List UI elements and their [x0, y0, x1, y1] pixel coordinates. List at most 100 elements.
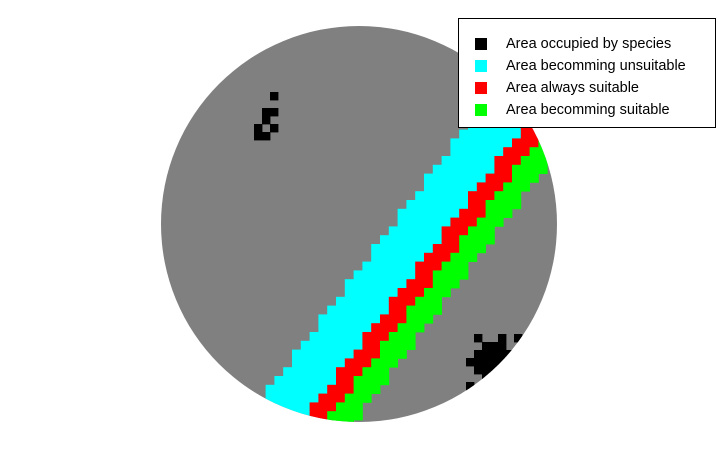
band-upper-green-cell — [468, 235, 478, 245]
occupied-cell — [474, 350, 483, 359]
occupied-cell — [490, 366, 499, 375]
band-upper-cyan-cell — [432, 226, 442, 236]
band-upper-green-cell — [520, 156, 530, 166]
occupied-cell — [466, 358, 475, 367]
band-upper-red-cell — [318, 411, 328, 421]
band-upper-red-cell — [406, 288, 416, 298]
band-upper-cyan-cell — [300, 358, 310, 368]
band-upper-cyan-cell — [318, 332, 328, 342]
band-upper-green-cell — [476, 217, 486, 227]
band-upper-cyan-cell — [450, 191, 460, 201]
band-upper-cyan-cell — [424, 173, 434, 183]
band-upper-green-cell — [344, 420, 354, 422]
band-upper-cyan-cell — [450, 147, 460, 157]
band-upper-cyan-cell — [459, 173, 469, 183]
band-upper-green-cell — [371, 376, 381, 386]
band-upper-cyan-cell — [485, 147, 495, 157]
band-upper-cyan-cell — [424, 226, 434, 236]
band-upper-red-cell — [388, 305, 398, 315]
band-upper-cyan-cell — [309, 349, 319, 359]
band-upper-cyan-cell — [380, 279, 390, 289]
band-upper-cyan-cell — [344, 323, 354, 333]
band-upper-cyan-cell — [344, 288, 354, 298]
band-upper-green-cell — [476, 244, 486, 254]
band-upper-cyan-cell — [388, 235, 398, 245]
band-upper-red-cell — [520, 138, 530, 148]
band-upper-cyan-cell — [318, 358, 328, 368]
band-upper-green-cell — [441, 270, 451, 280]
occupied-cell — [262, 116, 271, 125]
band-upper-green-cell — [494, 217, 504, 227]
band-upper-green-cell — [529, 173, 539, 183]
band-upper-cyan-cell — [336, 332, 346, 342]
band-upper-cyan-cell — [274, 420, 284, 422]
band-upper-cyan-cell — [415, 252, 425, 262]
band-upper-cyan-cell — [424, 244, 434, 254]
band-upper-cyan-cell — [459, 129, 469, 139]
band-upper-green-cell — [424, 288, 434, 298]
band-upper-green-cell — [468, 252, 478, 262]
band-upper-red-cell — [494, 182, 504, 192]
band-upper-cyan-cell — [468, 182, 478, 192]
band-upper-cyan-cell — [476, 173, 486, 183]
band-upper-cyan-cell — [309, 367, 319, 377]
band-upper-cyan-cell — [274, 402, 284, 412]
band-upper-cyan-cell — [327, 358, 337, 368]
band-upper-cyan-cell — [397, 217, 407, 227]
band-upper-cyan-cell — [406, 235, 416, 245]
band-upper-cyan-cell — [415, 235, 425, 245]
band-upper-cyan-cell — [362, 288, 372, 298]
band-upper-green-cell — [371, 384, 381, 394]
band-upper-green-cell — [538, 129, 548, 139]
band-upper-cyan-cell — [318, 323, 328, 333]
band-upper-red-cell — [468, 208, 478, 218]
band-upper-cyan-cell — [459, 164, 469, 174]
band-upper-cyan-cell — [415, 244, 425, 254]
band-upper-cyan-cell — [300, 376, 310, 386]
band-upper-green-cell — [344, 402, 354, 412]
band-upper-cyan-cell — [397, 270, 407, 280]
band-upper-green-cell — [529, 164, 539, 174]
band-upper-cyan-cell — [283, 376, 293, 386]
band-upper-green-cell — [432, 270, 442, 280]
band-upper-cyan-cell — [300, 384, 310, 394]
band-upper-green-cell — [547, 147, 557, 157]
band-upper-cyan-cell — [406, 244, 416, 254]
band-upper-green-cell — [503, 200, 513, 210]
band-upper-cyan-cell — [380, 261, 390, 271]
legend-swatch-always-suitable — [475, 82, 487, 94]
legend-swatch-becoming-suitable — [475, 104, 487, 116]
band-upper-red-cell — [441, 244, 451, 254]
band-upper-red-cell — [476, 200, 486, 210]
legend-item-becoming-suitable: Area becomming suitable — [475, 99, 715, 121]
band-upper-green-cell — [459, 261, 469, 271]
band-upper-green-cell — [441, 288, 451, 298]
band-upper-cyan-cell — [309, 384, 319, 394]
band-upper-cyan-cell — [336, 358, 346, 368]
occupied-cell — [490, 342, 499, 351]
band-upper-cyan-cell — [256, 402, 266, 412]
occupied-cell — [270, 124, 279, 133]
band-upper-cyan-cell — [476, 138, 486, 148]
band-upper-red-cell — [450, 244, 460, 254]
band-upper-cyan-cell — [450, 208, 460, 218]
band-upper-cyan-cell — [380, 296, 390, 306]
band-upper-red-cell — [415, 279, 425, 289]
band-upper-cyan-cell — [336, 349, 346, 359]
band-upper-cyan-cell — [512, 129, 522, 139]
band-upper-red-cell — [344, 376, 354, 386]
band-upper-cyan-cell — [344, 349, 354, 359]
band-upper-cyan-cell — [336, 340, 346, 350]
band-upper-green-cell — [336, 420, 346, 422]
band-upper-red-cell — [520, 147, 530, 157]
band-upper-green-cell — [415, 296, 425, 306]
band-upper-green-cell — [424, 314, 434, 324]
band-upper-cyan-cell — [362, 270, 372, 280]
band-upper-cyan-cell — [362, 314, 372, 324]
band-upper-red-cell — [388, 314, 398, 324]
legend-item-becoming-unsuitable: Area becomming unsuitable — [475, 55, 715, 77]
band-upper-cyan-cell — [248, 420, 258, 422]
band-upper-cyan-cell — [406, 261, 416, 271]
band-upper-cyan-cell — [362, 305, 372, 315]
band-upper-cyan-cell — [432, 164, 442, 174]
